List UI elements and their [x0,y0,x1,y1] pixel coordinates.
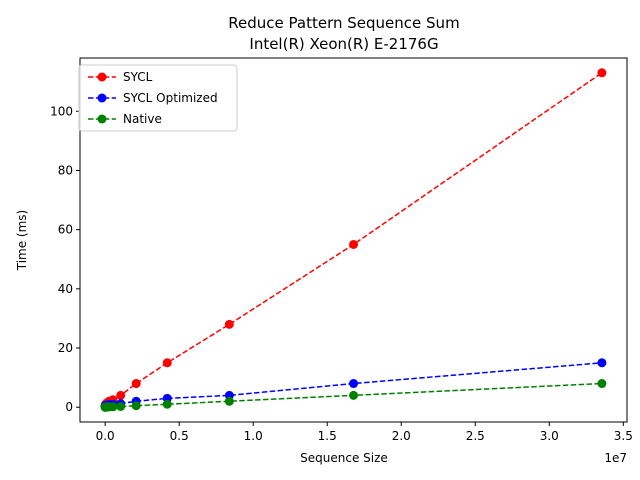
x-tick-label: 2.0 [392,429,411,443]
data-point-sycl [162,358,172,368]
data-point-sycl-optimized [349,379,359,389]
data-point-native [116,401,126,411]
data-point-native [597,379,607,389]
x-tick-label: 1.5 [318,429,337,443]
data-point-native [131,401,141,411]
legend-marker-sycl-optimized [97,93,107,103]
legend-marker-native [97,114,107,124]
data-point-sycl [131,379,141,389]
x-tick-label: 2.5 [466,429,485,443]
data-point-sycl [349,239,359,249]
y-tick-label: 80 [58,163,73,177]
chart-title-line-2: Intel(R) Xeon(R) E-2176G [249,35,438,53]
data-point-native [108,402,118,412]
data-point-native [349,390,359,400]
x-tick-label: 3.0 [540,429,559,443]
y-axis-label: Time (ms) [15,210,29,272]
legend-box [78,64,238,132]
y-tick-label: 20 [58,341,73,355]
legend-label-sycl: SYCL [123,70,153,84]
legend-label-native: Native [123,112,162,126]
y-tick-label: 0 [65,400,73,414]
chart-title-line-1: Reduce Pattern Sequence Sum [228,14,459,32]
data-point-sycl [224,319,234,329]
y-tick-label: 40 [58,282,73,296]
data-point-sycl [116,390,126,400]
legend: SYCL SYCL Optimized Native [78,64,238,132]
data-point-sycl [597,68,607,78]
plot-frame [79,57,628,423]
y-axis: 0 20 40 60 80 100 [50,104,80,414]
y-tick-label: 60 [58,223,73,237]
data-point-native [162,399,172,409]
x-tick-label: 0.0 [96,429,115,443]
x-axis-label: Sequence Size [300,451,388,465]
legend-marker-sycl [97,72,107,82]
data-point-native [224,396,234,406]
plot-area [100,68,607,412]
x-tick-label: 0.5 [170,429,189,443]
legend-label-sycl-optimized: SYCL Optimized [123,91,218,105]
x-tick-label: 3.5 [614,429,633,443]
x-tick-label: 1.0 [244,429,263,443]
x-axis-offset-label: 1e7 [604,451,627,465]
y-tick-label: 100 [50,104,73,118]
data-point-sycl-optimized [597,358,607,368]
x-axis: 0.0 0.5 1.0 1.5 2.0 2.5 3.0 3.5 [96,422,633,443]
